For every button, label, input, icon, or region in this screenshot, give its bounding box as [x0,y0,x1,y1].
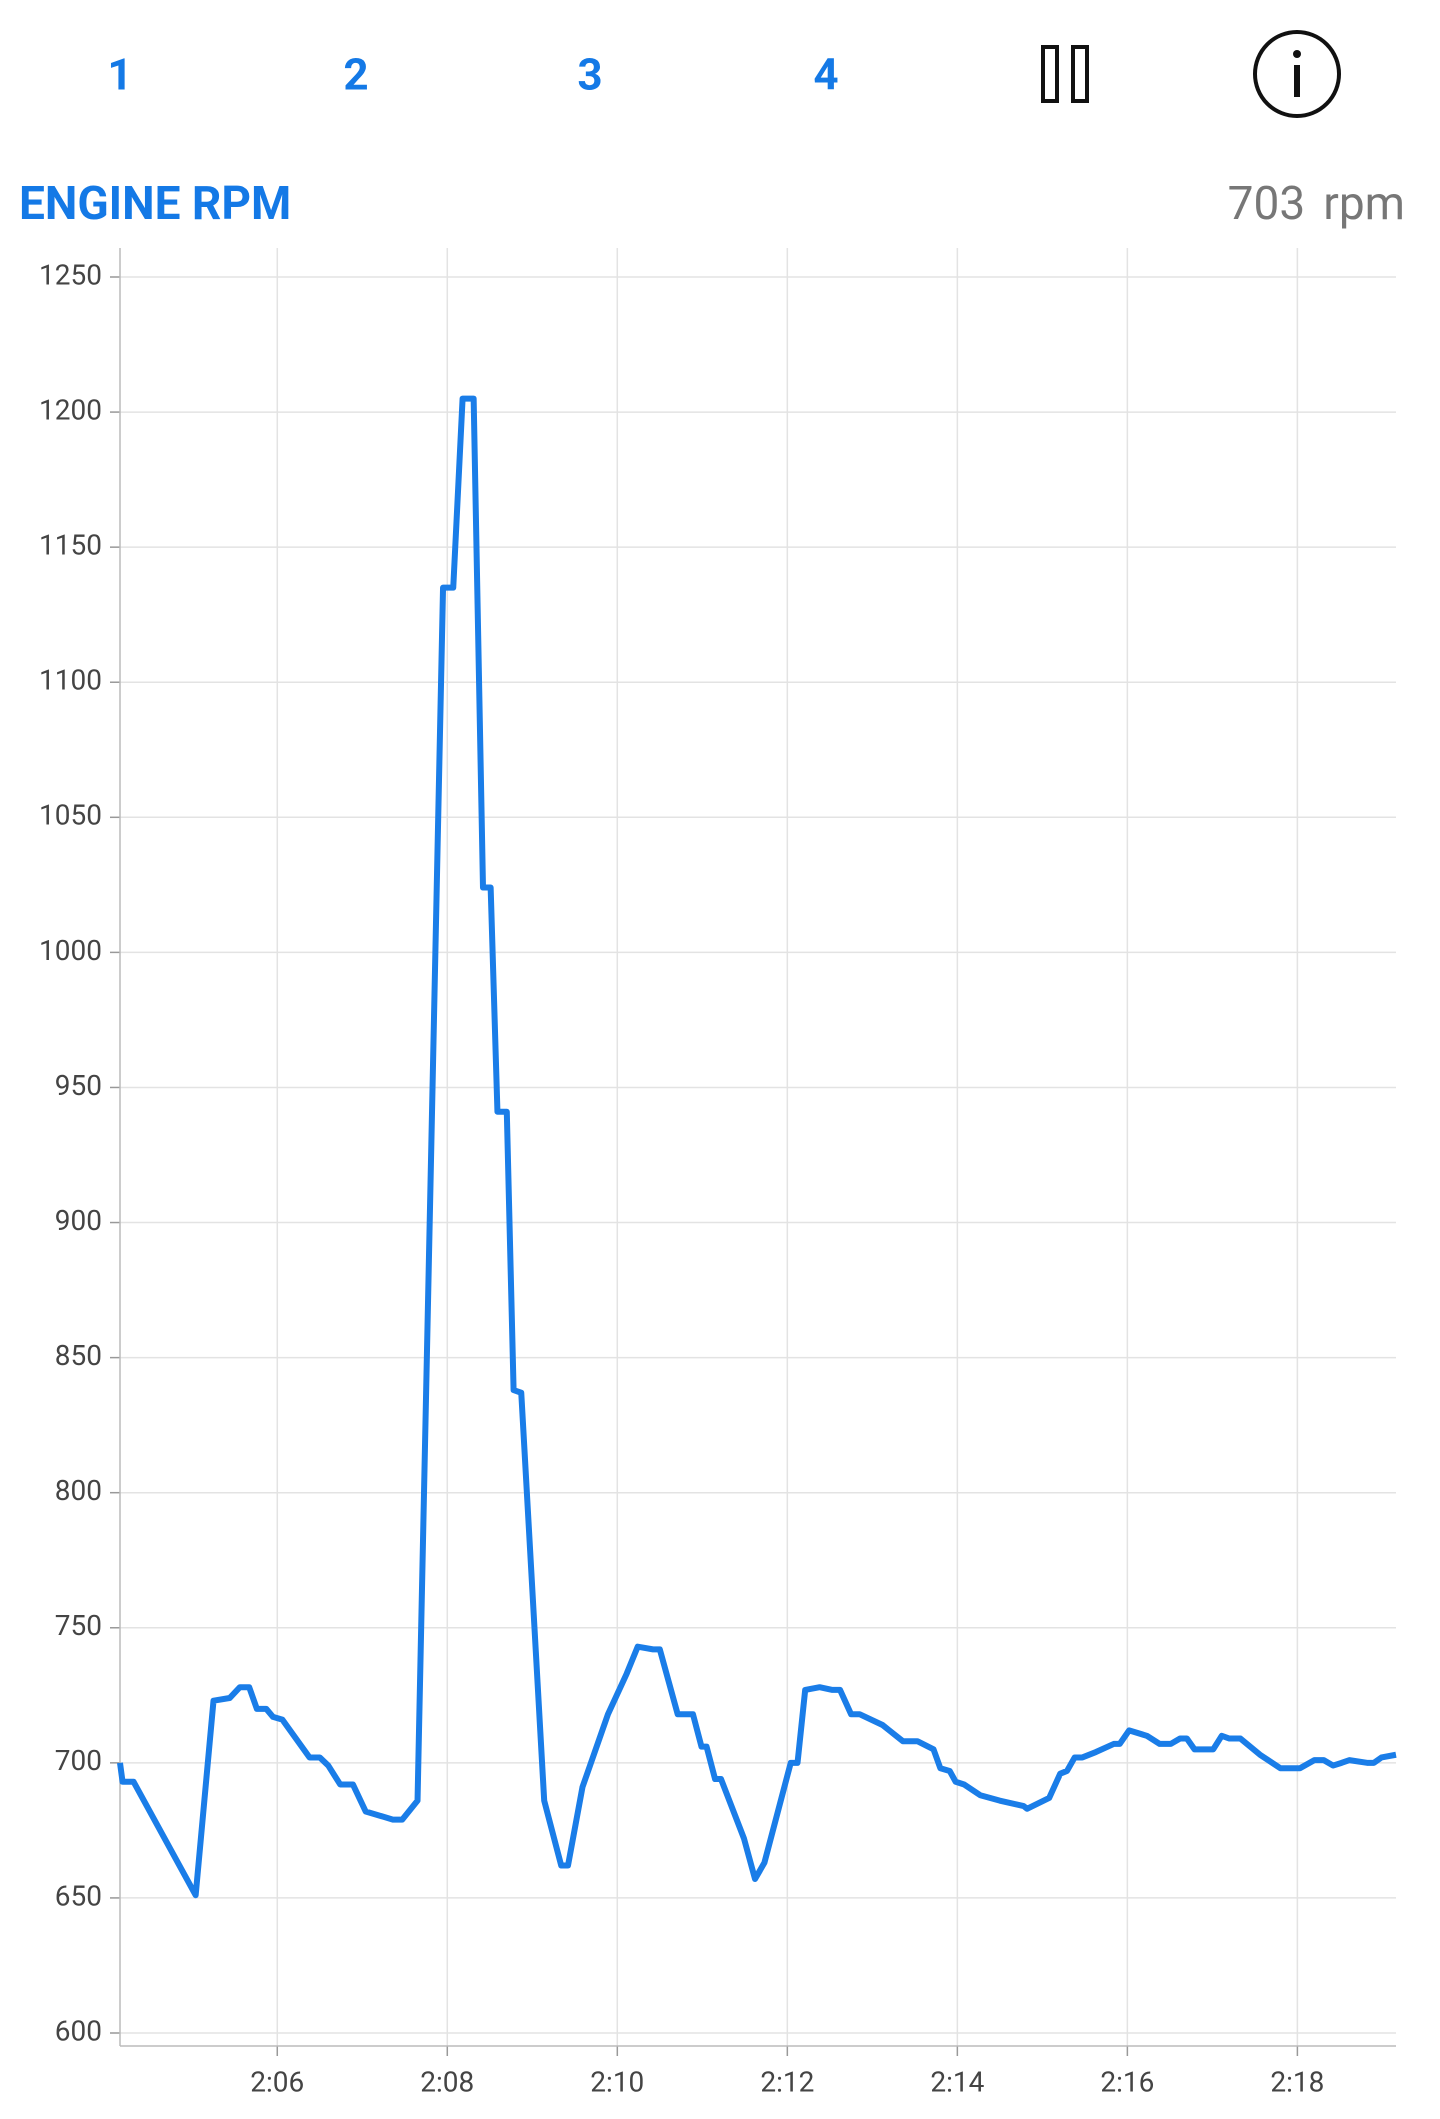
y-tick-label: 950 [55,1069,102,1102]
current-reading: 703 rpm [1228,177,1405,231]
y-tick-label: 1050 [39,799,102,832]
pause-button[interactable] [1041,45,1089,103]
y-tick-label: 900 [55,1204,102,1237]
y-tick-label: 600 [55,2014,102,2047]
tab-bar: 1 2 3 4 [107,30,1341,118]
x-tick-label: 2:18 [1270,2065,1324,2098]
x-tick-label: 2:08 [420,2065,474,2098]
x-tick-label: 2:12 [760,2065,814,2098]
plot: 600 650 700 750 800 850 900 950 1000 1050 1100 1150… [39,248,1397,2098]
x-tick-label: 2:14 [930,2065,984,2098]
tab[interactable]: 4 [813,49,838,101]
tab[interactable]: 1 [107,49,132,101]
y-tick-label: 1250 [39,258,102,291]
y-tick-label: 750 [55,1609,102,1642]
tab[interactable]: 3 [577,49,602,101]
y-tick-label: 800 [55,1474,102,1507]
y-tick-label: 1000 [39,934,102,967]
y-tick-label: 650 [55,1879,102,1912]
rpm-line [117,395,1397,1899]
info-stem [1294,65,1300,97]
pause-bar [1071,45,1089,103]
pause-bar [1041,45,1059,103]
info-circle [1253,30,1341,118]
chart-title: ENGINE RPM [19,177,291,231]
info-button[interactable] [1253,30,1341,118]
y-tick-label: 1100 [39,664,102,697]
tab[interactable]: 2 [343,49,368,101]
info-dot [1293,50,1301,58]
x-tick-label: 2:06 [250,2065,304,2098]
y-tick-label: 1200 [39,393,102,426]
y-tick-label: 850 [55,1339,102,1372]
x-tick-label: 2:16 [1100,2065,1154,2098]
y-tick-label: 700 [55,1744,102,1777]
y-tick-label: 1150 [39,529,102,562]
x-tick-label: 2:10 [590,2065,644,2098]
reading-unit: rpm [1323,177,1405,231]
reading-value: 703 [1228,177,1306,231]
